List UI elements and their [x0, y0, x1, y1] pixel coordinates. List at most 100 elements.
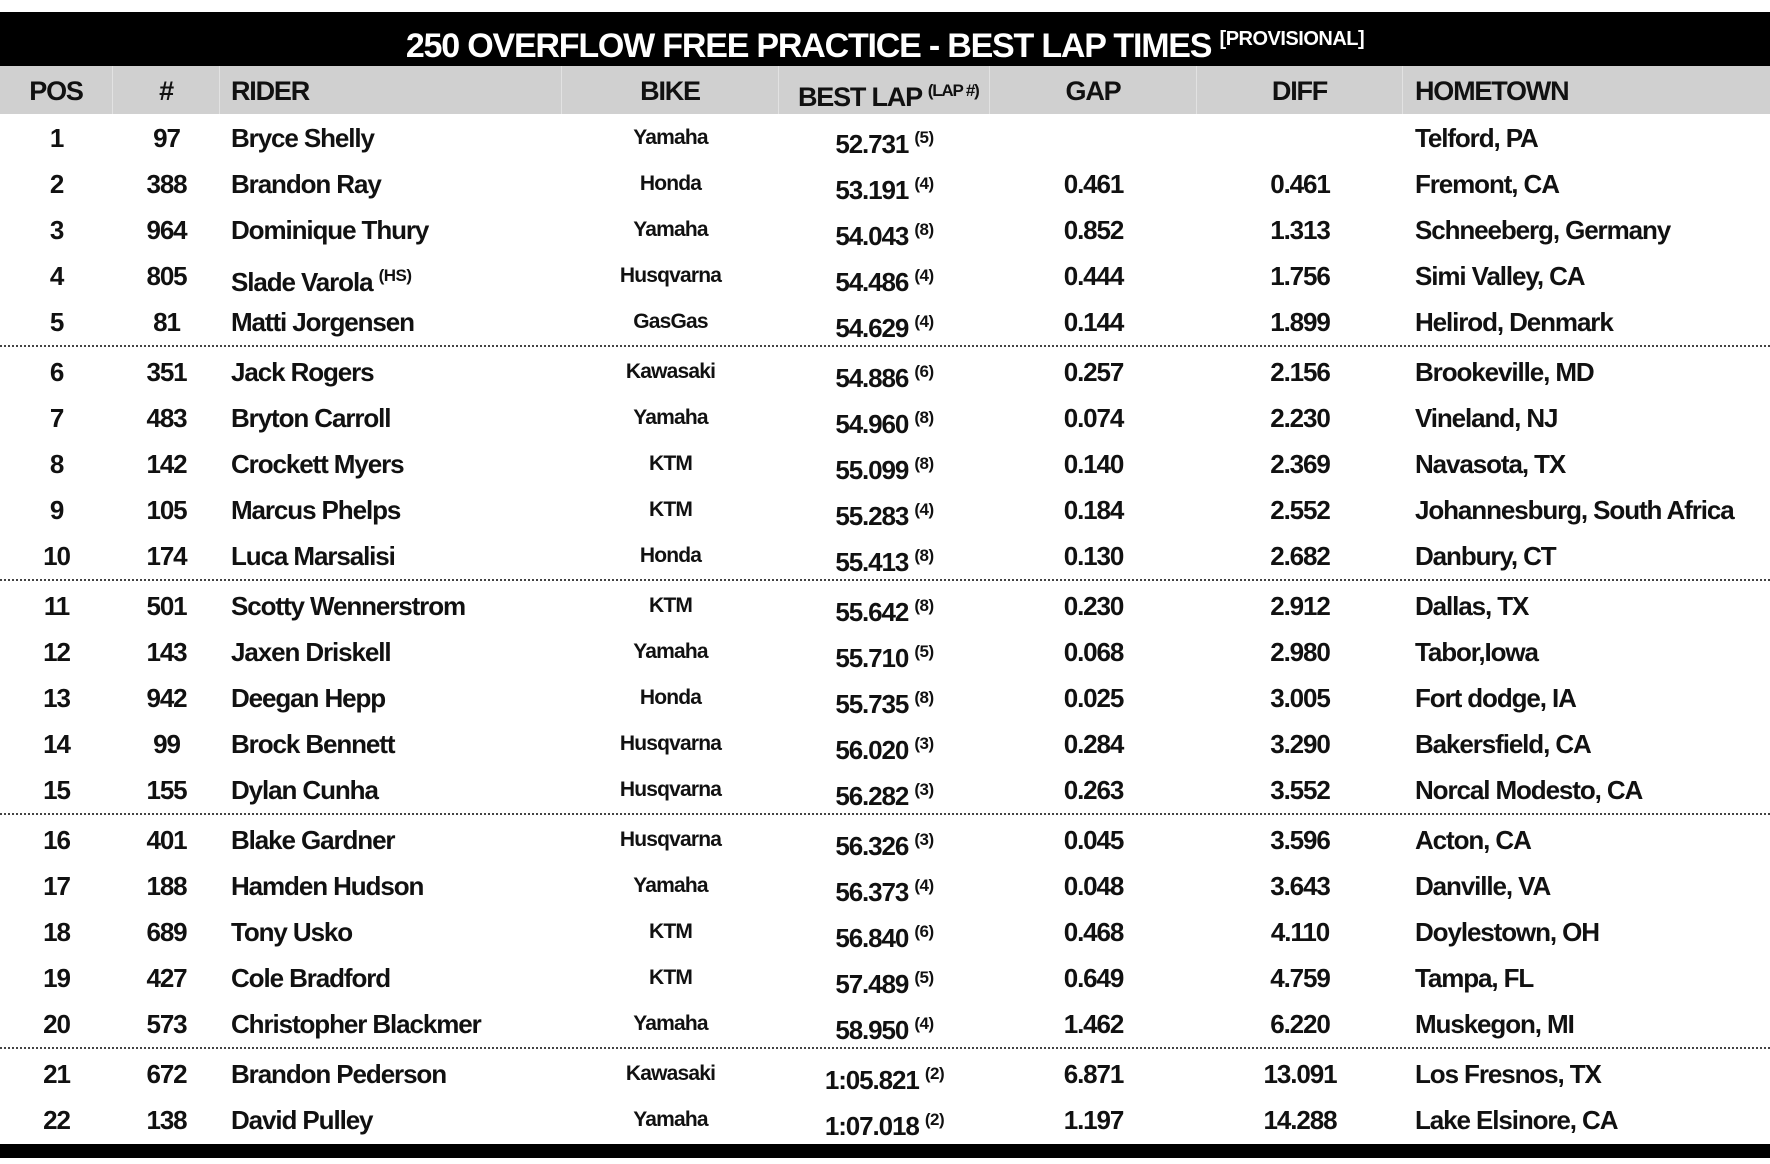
cell-pos: 12	[43, 637, 71, 667]
cell-hometown: Johannesburg, South Africa	[1415, 495, 1735, 525]
cell-rider: Bryton Carroll	[220, 395, 562, 441]
cell-diff: 0.461	[1270, 169, 1331, 199]
rider-name: Brandon Pederson	[231, 1059, 447, 1089]
lap-time: 56.326	[835, 831, 909, 861]
cell-rider: Cole Bradford	[220, 955, 562, 1001]
cell-diff: 2.369	[1270, 449, 1331, 479]
rider-name: Christopher Blackmer	[231, 1009, 482, 1039]
cell-gap: 0.144	[1063, 307, 1125, 337]
cell-best-lap: 54.886 (6)	[779, 349, 990, 395]
cell-bike: Husqvarna	[619, 778, 722, 801]
cell-bike: Kawasaki	[625, 1062, 716, 1085]
cell-diff: 1.756	[1270, 261, 1331, 291]
lap-time: 54.486	[835, 267, 909, 297]
header-diff: DIFF	[1197, 66, 1403, 114]
cell-bike: KTM	[648, 498, 693, 521]
cell-hometown: Fort dodge, IA	[1415, 683, 1577, 713]
header-gap: GAP	[990, 66, 1197, 114]
cell-bike: Yamaha	[633, 126, 708, 149]
cell-rider: Jaxen Driskell	[220, 629, 562, 675]
cell-best-lap: 1:05.821 (2)	[779, 1051, 990, 1097]
cell-bike: KTM	[648, 920, 693, 943]
lap-number: (5)	[914, 968, 934, 987]
cell-rider: Blake Gardner	[220, 817, 562, 863]
cell-hometown: Helirod, Denmark	[1415, 307, 1614, 337]
cell-best-lap: 55.413 (8)	[779, 533, 990, 579]
cell-diff: 2.230	[1270, 403, 1331, 433]
lap-number: (8)	[914, 546, 934, 565]
cell-best-lap: 55.710 (5)	[779, 629, 990, 675]
cell-pos: 13	[43, 683, 71, 713]
cell-pos: 21	[43, 1059, 71, 1089]
lap-time: 55.413	[835, 547, 909, 577]
cell-hometown: Schneeberg, Germany	[1415, 215, 1671, 245]
table-row: 19 427 Cole Bradford KTM 57.489 (5) 0.649 4.75…	[0, 955, 1770, 1001]
table-row: 6 351 Jack Rogers Kawasaki 54.886 (6) 0.257 2.…	[0, 349, 1770, 395]
cell-bike: Honda	[639, 544, 702, 567]
rider-name: Bryton Carroll	[231, 403, 392, 433]
cell-number: 138	[146, 1105, 187, 1135]
lap-time: 56.020	[835, 735, 909, 765]
cell-pos: 10	[43, 541, 71, 571]
rider-tag: (HS)	[378, 266, 412, 285]
cell-gap: 0.461	[1063, 169, 1125, 199]
cell-bike: Yamaha	[633, 1012, 708, 1035]
cell-pos: 2	[49, 169, 64, 199]
cell-gap: 0.130	[1063, 541, 1125, 571]
rider-name: Tony Usko	[231, 917, 353, 947]
lap-number: (4)	[914, 174, 934, 193]
cell-bike: KTM	[648, 594, 693, 617]
cell-best-lap: 56.840 (6)	[779, 909, 990, 955]
cell-best-lap: 55.283 (4)	[779, 487, 990, 533]
cell-hometown: Acton, CA	[1415, 825, 1532, 855]
lap-time: 55.099	[835, 455, 909, 485]
table-row: 4 805 Slade Varola (HS) Husqvarna 54.486 (4)…	[0, 253, 1770, 299]
cell-gap: 0.074	[1063, 403, 1125, 433]
cell-number: 573	[146, 1009, 187, 1039]
cell-pos: 7	[49, 403, 64, 433]
table-row: 1 97 Bryce Shelly Yamaha 52.731 (5) Telford, …	[0, 115, 1770, 161]
table-row: 17 188 Hamden Hudson Yamaha 56.373 (4) 0.048 3…	[0, 863, 1770, 909]
rider-name: Dominique Thury	[231, 215, 429, 245]
cell-gap: 0.184	[1063, 495, 1125, 525]
table-row: 7 483 Bryton Carroll Yamaha 54.960 (8) 0.074 2…	[0, 395, 1770, 441]
cell-bike: KTM	[648, 966, 693, 989]
cell-bike: Honda	[639, 172, 702, 195]
cell-best-lap: 55.735 (8)	[779, 675, 990, 721]
cell-number: 401	[146, 825, 187, 855]
lap-time: 54.886	[835, 363, 909, 393]
cell-gap: 0.045	[1063, 825, 1125, 855]
cell-number: 143	[146, 637, 187, 667]
cell-rider: Bryce Shelly	[220, 115, 562, 161]
table-row: 3 964 Dominique Thury Yamaha 54.043 (8) 0.852…	[0, 207, 1770, 253]
cell-gap: 0.444	[1063, 261, 1125, 291]
cell-best-lap: 56.282 (3)	[779, 767, 990, 813]
cell-diff: 3.596	[1270, 825, 1331, 855]
cell-best-lap: 54.043 (8)	[779, 207, 990, 253]
cell-hometown: Los Fresnos, TX	[1415, 1059, 1602, 1089]
cell-pos: 3	[49, 215, 64, 245]
cell-rider: Brock Bennett	[220, 721, 562, 767]
header-best-lap: BEST LAP (LAP #)	[779, 66, 990, 114]
cell-diff: 3.290	[1270, 729, 1331, 759]
page-title: 250 OVERFLOW FREE PRACTICE - BEST LAP TI…	[0, 12, 1770, 66]
cell-number: 388	[146, 169, 187, 199]
cell-gap: 0.649	[1063, 963, 1125, 993]
cell-pos: 4	[49, 261, 64, 291]
lap-time: 52.731	[835, 129, 909, 159]
cell-best-lap: 55.642 (8)	[779, 583, 990, 629]
cell-best-lap: 54.629 (4)	[779, 299, 990, 345]
cell-hometown: Muskegon, MI	[1415, 1009, 1575, 1039]
cell-best-lap: 52.731 (5)	[779, 115, 990, 161]
cell-number: 142	[146, 449, 187, 479]
cell-hometown: Dallas, TX	[1415, 591, 1529, 621]
group-divider	[0, 1047, 1770, 1051]
table-row: 9 105 Marcus Phelps KTM 55.283 (4) 0.184 2.552…	[0, 487, 1770, 533]
lap-number: (4)	[914, 876, 934, 895]
table-row: 22 138 David Pulley Yamaha 1:07.018 (2) 1.197…	[0, 1097, 1770, 1143]
cell-bike: Yamaha	[633, 1108, 708, 1131]
cell-bike: GasGas	[633, 310, 708, 333]
cell-gap: 0.263	[1063, 775, 1125, 805]
cell-pos: 9	[49, 495, 64, 525]
rider-name: Brock Bennett	[231, 729, 396, 759]
